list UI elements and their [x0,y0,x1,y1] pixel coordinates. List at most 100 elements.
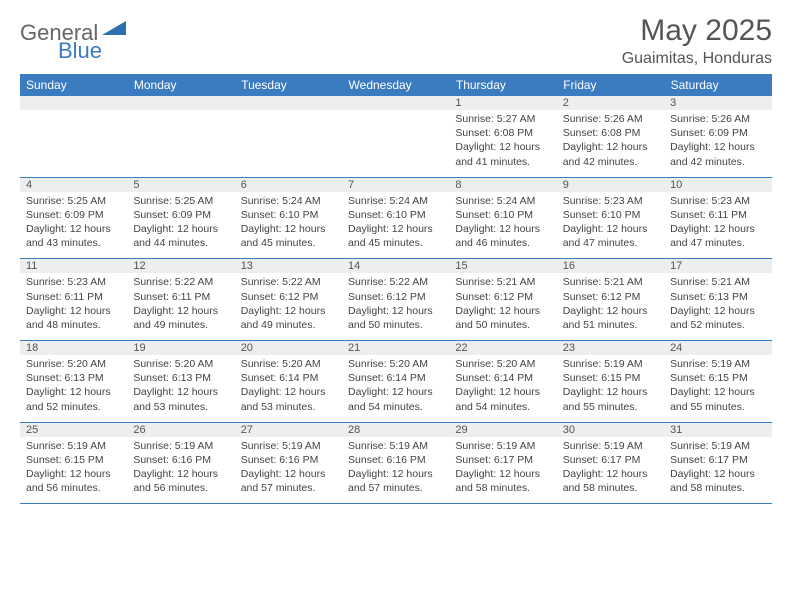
day-detail-cell: Sunrise: 5:21 AMSunset: 6:12 PMDaylight:… [449,273,556,340]
page-title: May 2025 [622,14,772,48]
daylight-line: Daylight: 12 hours and 57 minutes. [241,467,336,495]
day-detail-cell [20,110,127,177]
details-row: Sunrise: 5:27 AMSunset: 6:08 PMDaylight:… [20,110,772,177]
sunset-line: Sunset: 6:09 PM [133,208,228,222]
sunset-line: Sunset: 6:15 PM [563,371,658,385]
day-number-cell: 28 [342,422,449,437]
day-detail-cell: Sunrise: 5:19 AMSunset: 6:16 PMDaylight:… [235,437,342,504]
header: General Blue May 2025 Guaimitas, Hondura… [20,14,772,68]
daylight-line: Daylight: 12 hours and 52 minutes. [26,385,121,413]
day-number-cell [20,96,127,110]
daylight-line: Daylight: 12 hours and 53 minutes. [133,385,228,413]
day-detail-cell: Sunrise: 5:19 AMSunset: 6:17 PMDaylight:… [557,437,664,504]
day-detail-cell: Sunrise: 5:25 AMSunset: 6:09 PMDaylight:… [127,192,234,259]
sunset-line: Sunset: 6:12 PM [455,290,550,304]
day-detail-cell: Sunrise: 5:25 AMSunset: 6:09 PMDaylight:… [20,192,127,259]
sunset-line: Sunset: 6:08 PM [455,126,550,140]
day-number-cell: 5 [127,177,234,192]
sunset-line: Sunset: 6:10 PM [348,208,443,222]
day-number-cell: 11 [20,259,127,274]
sunset-line: Sunset: 6:09 PM [26,208,121,222]
day-detail-cell: Sunrise: 5:21 AMSunset: 6:13 PMDaylight:… [664,273,771,340]
logo-triangle-icon [102,19,126,40]
details-row: Sunrise: 5:19 AMSunset: 6:15 PMDaylight:… [20,437,772,504]
day-number-cell: 12 [127,259,234,274]
day-detail-cell: Sunrise: 5:22 AMSunset: 6:12 PMDaylight:… [342,273,449,340]
daylight-line: Daylight: 12 hours and 45 minutes. [241,222,336,250]
sunset-line: Sunset: 6:10 PM [455,208,550,222]
sunset-line: Sunset: 6:12 PM [348,290,443,304]
day-number-cell: 6 [235,177,342,192]
sunrise-line: Sunrise: 5:25 AM [133,194,228,208]
daylight-line: Daylight: 12 hours and 58 minutes. [670,467,765,495]
day-number-cell: 14 [342,259,449,274]
day-detail-cell: Sunrise: 5:26 AMSunset: 6:09 PMDaylight:… [664,110,771,177]
sunrise-line: Sunrise: 5:20 AM [348,357,443,371]
day-detail-cell: Sunrise: 5:20 AMSunset: 6:13 PMDaylight:… [20,355,127,422]
sunrise-line: Sunrise: 5:20 AM [455,357,550,371]
dayheader-sat: Saturday [664,74,771,96]
sunrise-line: Sunrise: 5:19 AM [133,439,228,453]
daylight-line: Daylight: 12 hours and 48 minutes. [26,304,121,332]
daylight-line: Daylight: 12 hours and 42 minutes. [563,140,658,168]
dayheader-mon: Monday [127,74,234,96]
logo-text-blue: Blue [58,38,102,64]
daylight-line: Daylight: 12 hours and 56 minutes. [26,467,121,495]
daylight-line: Daylight: 12 hours and 42 minutes. [670,140,765,168]
day-number-cell [235,96,342,110]
day-detail-cell: Sunrise: 5:23 AMSunset: 6:11 PMDaylight:… [664,192,771,259]
daylight-line: Daylight: 12 hours and 50 minutes. [455,304,550,332]
day-detail-cell [235,110,342,177]
sunrise-line: Sunrise: 5:19 AM [26,439,121,453]
day-number-cell: 16 [557,259,664,274]
sunset-line: Sunset: 6:11 PM [670,208,765,222]
day-detail-cell [127,110,234,177]
sunrise-line: Sunrise: 5:25 AM [26,194,121,208]
day-detail-cell: Sunrise: 5:19 AMSunset: 6:15 PMDaylight:… [20,437,127,504]
daylight-line: Daylight: 12 hours and 58 minutes. [455,467,550,495]
sunset-line: Sunset: 6:13 PM [670,290,765,304]
day-detail-cell: Sunrise: 5:26 AMSunset: 6:08 PMDaylight:… [557,110,664,177]
day-detail-cell: Sunrise: 5:23 AMSunset: 6:10 PMDaylight:… [557,192,664,259]
sunrise-line: Sunrise: 5:20 AM [26,357,121,371]
daylight-line: Daylight: 12 hours and 51 minutes. [563,304,658,332]
day-detail-cell: Sunrise: 5:20 AMSunset: 6:14 PMDaylight:… [342,355,449,422]
daylight-line: Daylight: 12 hours and 57 minutes. [348,467,443,495]
sunset-line: Sunset: 6:15 PM [26,453,121,467]
sunrise-line: Sunrise: 5:22 AM [133,275,228,289]
day-number-cell: 10 [664,177,771,192]
dayheader-sun: Sunday [20,74,127,96]
daynum-row: 123 [20,96,772,110]
daylight-line: Daylight: 12 hours and 54 minutes. [348,385,443,413]
day-number-cell: 8 [449,177,556,192]
sunset-line: Sunset: 6:11 PM [133,290,228,304]
sunset-line: Sunset: 6:09 PM [670,126,765,140]
sunset-line: Sunset: 6:08 PM [563,126,658,140]
day-detail-cell: Sunrise: 5:19 AMSunset: 6:17 PMDaylight:… [449,437,556,504]
day-detail-cell: Sunrise: 5:20 AMSunset: 6:13 PMDaylight:… [127,355,234,422]
day-number-cell: 17 [664,259,771,274]
sunset-line: Sunset: 6:17 PM [670,453,765,467]
day-number-cell: 24 [664,341,771,356]
daylight-line: Daylight: 12 hours and 49 minutes. [133,304,228,332]
day-number-cell: 2 [557,96,664,110]
sunset-line: Sunset: 6:16 PM [133,453,228,467]
day-detail-cell: Sunrise: 5:20 AMSunset: 6:14 PMDaylight:… [449,355,556,422]
day-number-cell: 30 [557,422,664,437]
day-detail-cell: Sunrise: 5:19 AMSunset: 6:15 PMDaylight:… [557,355,664,422]
title-block: May 2025 Guaimitas, Honduras [622,14,772,68]
daynum-row: 11121314151617 [20,259,772,274]
details-row: Sunrise: 5:25 AMSunset: 6:09 PMDaylight:… [20,192,772,259]
sunset-line: Sunset: 6:12 PM [563,290,658,304]
day-detail-cell: Sunrise: 5:22 AMSunset: 6:12 PMDaylight:… [235,273,342,340]
sunset-line: Sunset: 6:13 PM [133,371,228,385]
day-number-cell: 27 [235,422,342,437]
daylight-line: Daylight: 12 hours and 46 minutes. [455,222,550,250]
daylight-line: Daylight: 12 hours and 44 minutes. [133,222,228,250]
daylight-line: Daylight: 12 hours and 43 minutes. [26,222,121,250]
day-number-cell: 1 [449,96,556,110]
day-number-cell: 7 [342,177,449,192]
sunset-line: Sunset: 6:16 PM [241,453,336,467]
day-detail-cell: Sunrise: 5:24 AMSunset: 6:10 PMDaylight:… [342,192,449,259]
sunset-line: Sunset: 6:14 PM [241,371,336,385]
